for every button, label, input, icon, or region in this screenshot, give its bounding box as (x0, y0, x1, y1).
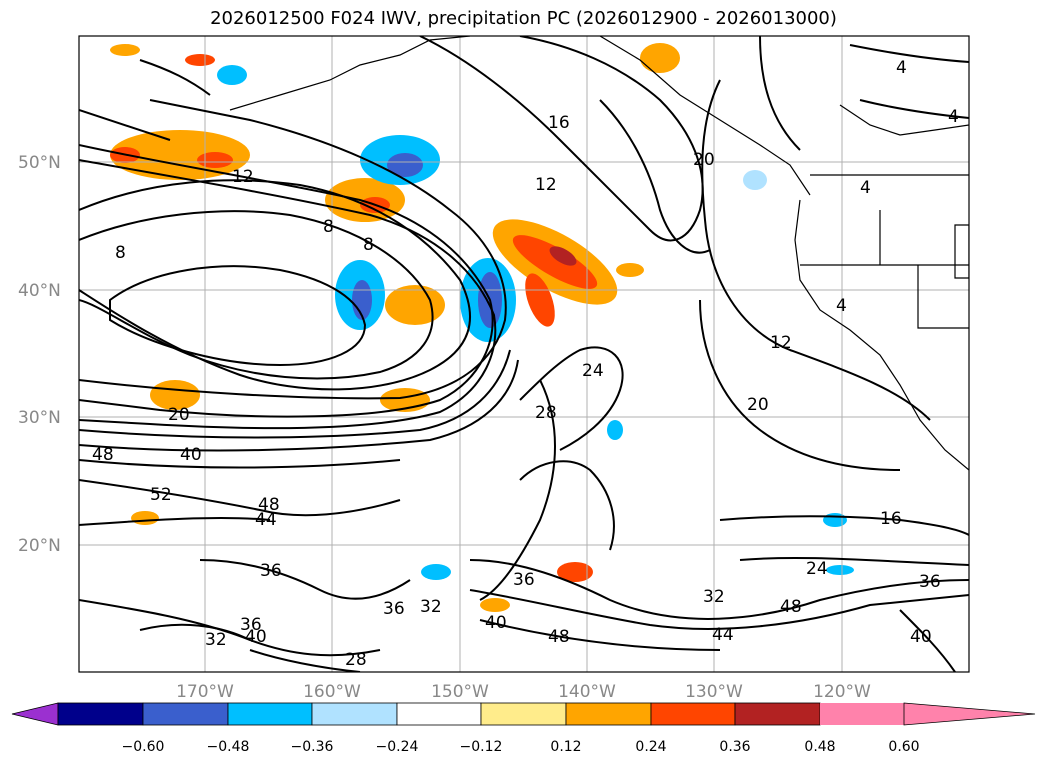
contour-label: 48 (258, 495, 280, 515)
contour-label: 44 (712, 625, 734, 645)
colorbar-tick: −0.36 (291, 739, 334, 755)
contour-label: 16 (548, 113, 570, 133)
contour-labels: 4 4 16 20 12 12 8 8 8 4 12 24 28 20 20 4… (92, 58, 959, 670)
colorbar-tick: 0.24 (635, 739, 666, 755)
contour-label: 28 (535, 403, 557, 423)
colorbar-tick: −0.60 (122, 739, 165, 755)
colorbar-tick: 0.48 (804, 739, 835, 755)
colorbar-ticks: −0.60 −0.48 −0.36 −0.24 −0.12 0.12 0.24 … (122, 739, 920, 755)
lon-label: 140°W (558, 682, 616, 702)
contour-label: 4 (948, 107, 959, 127)
contour-label: 4 (896, 58, 907, 78)
contour-label: 40 (245, 627, 267, 647)
contour-label: 48 (548, 627, 570, 647)
contour-label: 20 (747, 395, 769, 415)
colorbar-segment (396, 702, 482, 726)
contour-label: 36 (383, 599, 405, 619)
contour-label: 24 (806, 559, 828, 579)
contour-label: 32 (420, 597, 442, 617)
contour-label: 16 (880, 509, 902, 529)
colorbar-tick: 0.36 (719, 739, 750, 755)
colorbar-extend-min (11, 702, 59, 726)
contour-label: 40 (910, 627, 932, 647)
colorbar-tick: −0.24 (376, 739, 419, 755)
longitude-labels: 170°W 160°W 150°W 140°W 130°W 120°W (176, 682, 871, 702)
colorbar-tick: −0.48 (207, 739, 250, 755)
colorbar-segment (57, 702, 144, 726)
colorbar-extend-max-tip (903, 702, 1036, 726)
colorbar-segment (565, 702, 652, 726)
colorbar-tick: −0.12 (460, 739, 503, 755)
lat-label: 30°N (18, 408, 61, 428)
contour-label: 32 (703, 587, 725, 607)
colorbar-segment (311, 702, 398, 726)
latitude-labels: 50°N 40°N 30°N 20°N (18, 153, 61, 556)
coastlines (229, 36, 969, 471)
contour-label: 48 (92, 445, 114, 465)
contour-label: 36 (513, 570, 535, 590)
contour-label: 52 (150, 485, 172, 505)
contour-label: 36 (260, 561, 282, 581)
colorbar-segment (227, 702, 313, 726)
graticule (79, 36, 969, 672)
contour-label: 20 (168, 405, 190, 425)
contour-label: 12 (232, 167, 254, 187)
contour-label: 48 (780, 597, 802, 617)
contour-label: 40 (180, 445, 202, 465)
lon-label: 150°W (431, 682, 489, 702)
colorbar-segment (480, 702, 567, 726)
map-plot-area: 4 4 16 20 12 12 8 8 8 4 12 24 28 20 20 4… (79, 36, 969, 672)
contour-label: 12 (535, 175, 557, 195)
colorbar-tick: 0.60 (888, 739, 919, 755)
lon-label: 130°W (685, 682, 743, 702)
contour-label: 32 (205, 630, 227, 650)
colorbar-extend-max (820, 703, 904, 725)
lon-label: 170°W (176, 682, 234, 702)
colorbar-segment (650, 702, 736, 726)
contour-label: 20 (693, 150, 715, 170)
iwv-contours (79, 36, 969, 672)
contour-label: 44 (255, 510, 277, 530)
contour-label: 40 (485, 613, 507, 633)
lat-label: 50°N (18, 153, 61, 173)
contour-label: 8 (363, 235, 374, 255)
colorbar-segment (734, 702, 821, 726)
colorbar: −0.60 −0.48 −0.36 −0.24 −0.12 0.12 0.24 … (11, 702, 1036, 755)
contour-label: 28 (345, 650, 367, 670)
lat-label: 20°N (18, 536, 61, 556)
contour-label: 4 (836, 296, 847, 316)
map-frame (78, 35, 970, 673)
colorbar-segment (142, 702, 229, 726)
lon-label: 120°W (813, 682, 871, 702)
lat-label: 40°N (18, 281, 61, 301)
contour-label: 4 (860, 178, 871, 198)
contour-label: 12 (770, 333, 792, 353)
contour-label: 24 (582, 361, 604, 381)
contour-label: 36 (240, 615, 262, 635)
colorbar-tick: 0.12 (550, 739, 581, 755)
contour-label: 8 (115, 243, 126, 263)
contour-label: 36 (919, 572, 941, 592)
lon-label: 160°W (303, 682, 361, 702)
contour-label: 8 (323, 217, 334, 237)
map-title: 2026012500 F024 IWV, precipitation PC (2… (210, 8, 837, 29)
